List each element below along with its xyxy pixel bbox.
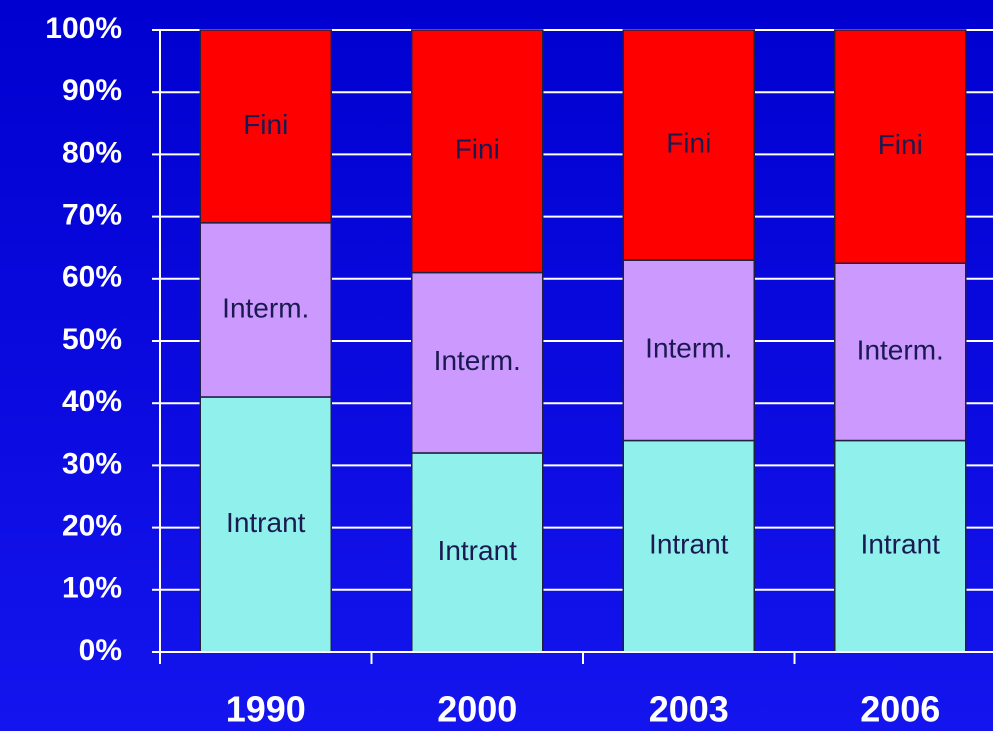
y-tick-label: 90%	[62, 74, 122, 107]
bar-segment	[834, 262, 967, 442]
y-tick-label: 20%	[62, 510, 122, 543]
y-tick-label: 60%	[62, 261, 122, 294]
segment-label: Intrant	[649, 529, 729, 560]
y-tick-label: 40%	[62, 385, 122, 418]
segment-label: Intrant	[861, 529, 941, 560]
segment-label: Intrant	[226, 507, 306, 538]
x-tick-label: 2006	[860, 689, 940, 730]
bar-segment	[199, 29, 332, 224]
bar-segment	[622, 259, 755, 442]
bar-segment	[834, 29, 967, 264]
x-tick-label: 1990	[226, 689, 306, 730]
segment-label: Fini	[455, 134, 500, 165]
segment-label: Interm.	[857, 334, 944, 365]
y-tick-label: 100%	[45, 12, 122, 45]
y-tick-label: 50%	[62, 323, 122, 356]
x-tick-label: 2003	[649, 689, 729, 730]
y-tick-label: 70%	[62, 199, 122, 232]
bar-segment	[199, 222, 332, 398]
segment-label: Fini	[666, 127, 711, 158]
x-tick-label: 2000	[437, 689, 517, 730]
bar-segment	[411, 271, 544, 454]
bar-segment	[411, 452, 544, 653]
segment-label: Fini	[878, 129, 923, 160]
bar-segment	[622, 29, 755, 261]
bar-segment	[411, 29, 544, 274]
y-tick-label: 80%	[62, 136, 122, 169]
y-tick-label: 30%	[62, 447, 122, 480]
y-tick-label: 0%	[79, 634, 122, 667]
segment-label: Fini	[243, 109, 288, 140]
bar-segment	[622, 439, 755, 653]
segment-label: Intrant	[438, 535, 518, 566]
segment-label: Interm.	[222, 292, 309, 323]
segment-label: Interm.	[645, 333, 732, 364]
y-tick-label: 10%	[62, 572, 122, 605]
segment-label: Interm.	[434, 345, 521, 376]
